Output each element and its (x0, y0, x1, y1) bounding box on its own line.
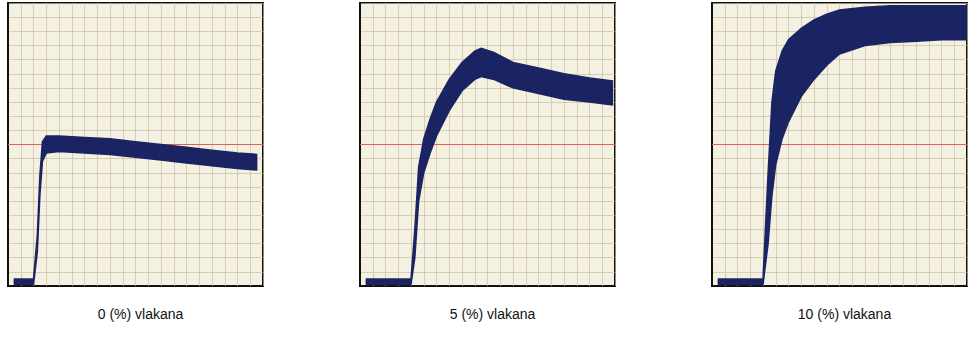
svg-text:5 (%) vlakana: 5 (%) vlakana (450, 306, 536, 322)
svg-text:0 (%) vlakana: 0 (%) vlakana (98, 306, 184, 322)
svg-text:10 (%) vlakana: 10 (%) vlakana (798, 306, 892, 322)
